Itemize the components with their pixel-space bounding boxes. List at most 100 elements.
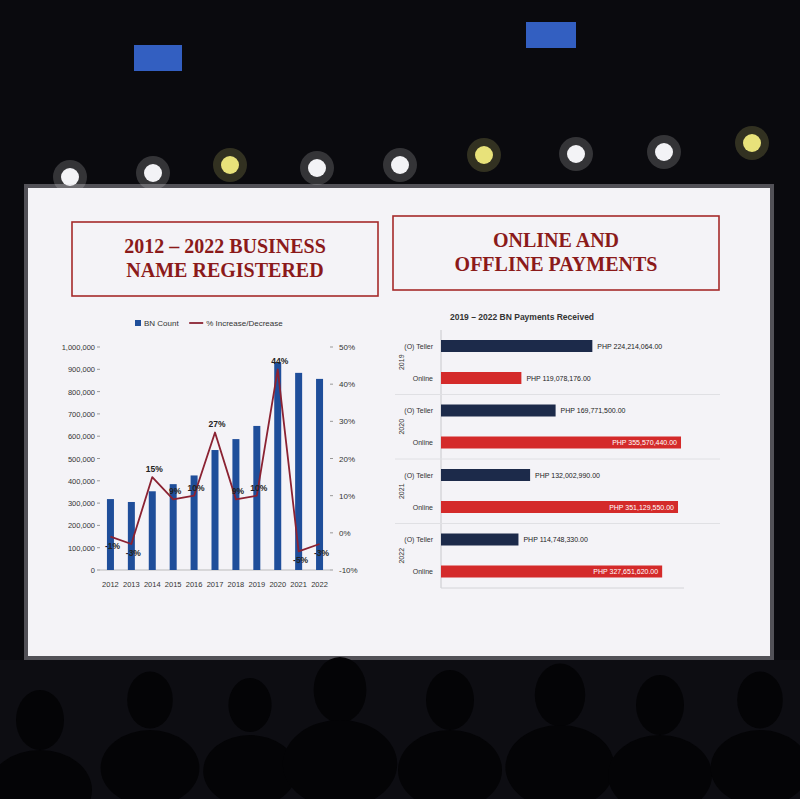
tick-label: 300,000	[68, 499, 95, 508]
ceiling-light	[743, 134, 761, 152]
tick-mark	[97, 436, 100, 437]
light-glow	[383, 148, 417, 182]
row-label: Online	[413, 439, 433, 446]
tick-label: 2022	[398, 548, 405, 564]
data-label: 10%	[188, 483, 205, 493]
bar	[441, 405, 556, 417]
data-label: 44%	[271, 356, 288, 366]
tick-label: 2018	[228, 580, 245, 589]
group-separator	[395, 523, 720, 524]
tick-label: 2017	[207, 580, 224, 589]
light-glow	[735, 126, 769, 160]
chart-1: 0 100,000 200,000 300,000 400,000 500,000 600,…	[62, 319, 358, 589]
data-label: PHP 327,651,620.00	[593, 568, 658, 575]
audience-head	[426, 670, 474, 730]
data-label: PHP 224,214,064.00	[597, 343, 662, 350]
tick-label: 2020	[269, 580, 286, 589]
tick-mark	[97, 480, 100, 481]
data-label: PHP 132,002,990.00	[535, 472, 600, 479]
axis-line	[441, 588, 684, 589]
light-glow	[559, 137, 593, 171]
audience-body	[608, 735, 712, 799]
chart-subtitle: 2019 – 2022 BN Payments Received	[450, 312, 594, 322]
ceiling-light	[144, 164, 162, 182]
title-box	[393, 216, 719, 290]
data-label: PHP 169,771,500.00	[561, 407, 626, 414]
tick-label: 2019	[248, 580, 265, 589]
tick-label: 2014	[144, 580, 161, 589]
screen-glow	[24, 184, 774, 660]
audience-head	[16, 690, 64, 750]
data-label: 15%	[146, 464, 163, 474]
title-line: ONLINE AND	[493, 229, 619, 251]
tick-label: 2022	[311, 580, 328, 589]
stage-lamp	[134, 45, 182, 71]
tick-label: 2019	[398, 354, 405, 370]
bar	[149, 491, 156, 570]
tick-label: 1,000,000	[62, 343, 95, 352]
chart-title: 2012 – 2022 BUSINESSNAME REGISTERED	[124, 235, 326, 281]
tick-label: 900,000	[68, 365, 95, 374]
tick-label: 400,000	[68, 477, 95, 486]
ceiling-light	[308, 159, 326, 177]
data-label: 9%	[169, 486, 182, 496]
tick-mark	[97, 503, 100, 504]
row-label: Online	[413, 568, 433, 575]
tick-label: 500,000	[68, 455, 95, 464]
bar	[232, 439, 239, 570]
audience-body	[505, 725, 614, 799]
legend-entry: % Increase/Decrease	[206, 319, 283, 328]
bar	[316, 379, 323, 570]
audience-body	[101, 730, 200, 799]
bar	[441, 501, 678, 513]
tick-label: 0	[91, 566, 95, 575]
ceiling-light	[475, 146, 493, 164]
tick-mark	[330, 495, 333, 496]
row-label: Online	[413, 375, 433, 382]
data-label: 10%	[250, 483, 267, 493]
audience-head	[314, 657, 367, 723]
light-glow	[213, 148, 247, 182]
ceiling-light	[61, 168, 79, 186]
group-separator	[395, 459, 720, 460]
title-box	[72, 222, 378, 296]
audience-body	[0, 750, 92, 799]
row-label: (O) Teller	[404, 407, 433, 415]
legend-swatch	[135, 320, 141, 326]
tick-label: 2015	[165, 580, 182, 589]
audience-body	[283, 720, 397, 799]
tick-label: 40%	[339, 380, 355, 389]
tick-label: 100,000	[68, 544, 95, 553]
chart-title: ONLINE ANDOFFLINE PAYMENTS	[455, 229, 658, 275]
data-label: -5%	[293, 555, 309, 565]
data-label: -3%	[126, 548, 142, 558]
chart-2: 2019 – 2022 BN Payments Received 2019 (O) …	[395, 312, 720, 588]
data-label: PHP 351,129,550.00	[609, 504, 674, 511]
light-glow	[300, 151, 334, 185]
stage: 2012 – 2022 BUSINESSNAME REGISTERED 0 100,…	[0, 0, 800, 799]
tick-mark	[330, 384, 333, 385]
row-label: (O) Teller	[404, 343, 433, 351]
tick-mark	[97, 413, 100, 414]
tick-mark	[97, 547, 100, 548]
tick-label: -10%	[339, 566, 358, 575]
bar	[441, 437, 681, 449]
tick-mark	[330, 347, 333, 348]
tick-mark	[330, 570, 333, 571]
tick-label: 200,000	[68, 521, 95, 530]
bar	[441, 534, 518, 546]
ceiling-light	[567, 145, 585, 163]
tick-label: 2016	[186, 580, 203, 589]
light-glow	[467, 138, 501, 172]
ceiling-light	[221, 156, 239, 174]
audience-head	[228, 678, 271, 732]
tick-label: 2021	[398, 483, 405, 499]
bar	[107, 499, 114, 570]
tick-label: 2012	[102, 580, 119, 589]
row-label: (O) Teller	[404, 536, 433, 544]
tick-label: 600,000	[68, 432, 95, 441]
tick-mark	[97, 347, 100, 348]
stage-lamp	[526, 22, 576, 48]
tick-label: 10%	[339, 492, 355, 501]
screen	[28, 188, 770, 656]
